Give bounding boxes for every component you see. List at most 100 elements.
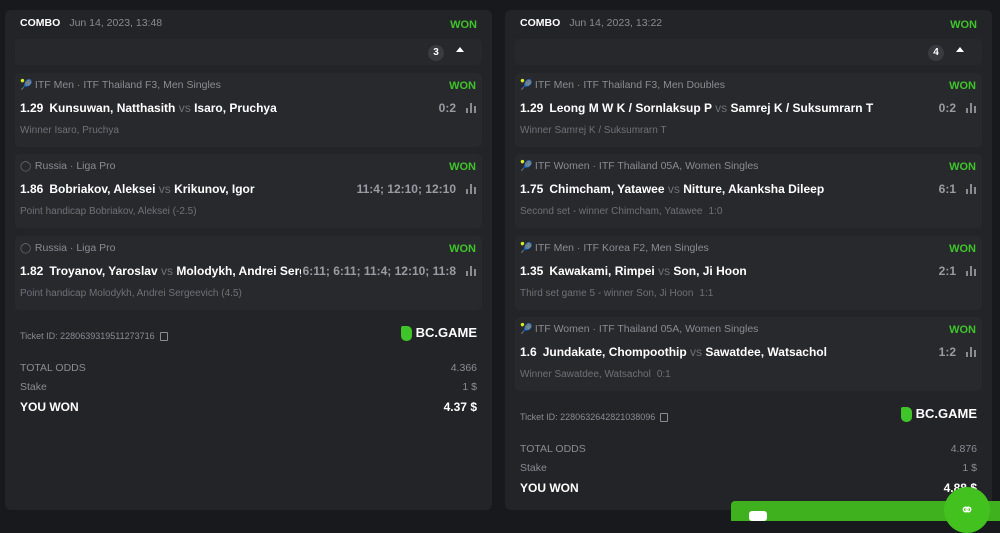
tennis-icon: 🎾 [20, 80, 33, 91]
bet-item[interactable]: 🎾 ITF Men · ITF Thailand F3, Men Doubles… [515, 73, 982, 147]
stats-icon[interactable] [966, 266, 976, 276]
status-badge: WON [950, 19, 977, 31]
caret-up-icon[interactable] [956, 47, 964, 52]
match-score: 1:2 [936, 345, 956, 359]
vs-label: vs [160, 264, 173, 278]
stats-icon[interactable] [966, 184, 976, 194]
bet-odds: 1.35 [520, 264, 544, 278]
league-name: Russia · Liga Pro [34, 242, 116, 254]
vs-label: vs [658, 264, 671, 278]
home-team: Chimcham, Yatawee [549, 182, 665, 196]
total-odds-label: TOTAL ODDS [520, 443, 586, 455]
bet-item[interactable]: 🎾 ITF Men · ITF Thailand F3, Men Singles… [15, 73, 482, 147]
bet-count-badge: 3 [428, 45, 444, 61]
stats-icon[interactable] [466, 266, 476, 276]
bet-item[interactable]: 🎾 ITF Women · ITF Thailand 05A, Women Si… [515, 154, 982, 228]
bet-status: WON [949, 243, 976, 255]
stats-icon[interactable] [966, 103, 976, 113]
home-team: Leong M W K / Sornlaksup P [549, 101, 712, 115]
home-team: Troyanov, Yaroslav [49, 264, 158, 278]
bet-item[interactable]: ◯ Russia · Liga Pro WON 1.82 Troyanov, Ya… [15, 236, 482, 310]
copy-icon[interactable] [660, 413, 669, 423]
market-selection: Winner Sawatdee, Watsachol [520, 369, 651, 380]
home-team: Kunsuwan, Natthasith [49, 101, 176, 115]
match-score: 0:2 [436, 101, 456, 115]
stake-row: Stake 1 $ [520, 462, 977, 474]
bc-logo-icon [900, 407, 912, 423]
market-selection: Point handicap Molodykh, Andrei Sergeevi… [20, 288, 242, 299]
tennis-icon: 🎾 [520, 80, 533, 91]
bet-item[interactable]: ◯ Russia · Liga Pro WON 1.86 Bobriakov, A… [15, 154, 482, 228]
match-row: 1.29 Leong M W K / Sornlaksup P vs Samrej… [520, 101, 976, 117]
bet-type: COMBO [520, 17, 561, 29]
bet-status: WON [449, 80, 476, 92]
stats-icon[interactable] [466, 184, 476, 194]
away-team: Samrej K / Suksumrarn T [730, 101, 874, 115]
stake-label: Stake [520, 462, 547, 474]
match-row: 1.29 Kunsuwan, Natthasith vs Isaro, Pruch… [20, 101, 476, 117]
market-selection: Winner Samrej K / Suksumrarn T [520, 125, 667, 136]
brand-logo: BC.GAME [400, 325, 477, 342]
bet-ticket-card: COMBO Jun 14, 2023, 13:22 WON 4 🎾 ITF Me… [505, 10, 992, 510]
bet-odds: 1.29 [20, 101, 44, 115]
league-name: ITF Men · ITF Korea F2, Men Singles [534, 242, 709, 254]
table-tennis-icon: ◯ [20, 161, 32, 172]
ticket-header: COMBO Jun 14, 2023, 13:48 WON [20, 17, 477, 31]
won-label: YOU WON [20, 400, 79, 414]
market-selection: Winner Isaro, Pruchya [20, 125, 119, 136]
market-selection: Third set game 5 - winner Son, Ji Hoon [520, 288, 694, 299]
bet-item[interactable]: 🎾 ITF Men · ITF Korea F2, Men Singles WO… [515, 236, 982, 310]
away-team: Son, Ji Hoon [673, 264, 747, 278]
bet-odds: 1.29 [520, 101, 544, 115]
tennis-icon: 🎾 [520, 161, 533, 172]
total-odds-label: TOTAL ODDS [20, 362, 86, 374]
vs-label: vs [178, 101, 191, 115]
away-team: Krikunov, Igor [174, 182, 255, 196]
ticket-id: Ticket ID: 2280632642821038096 [520, 412, 669, 423]
copy-icon[interactable] [159, 332, 168, 342]
bet-ticket-card: COMBO Jun 14, 2023, 13:48 WON 3 🎾 ITF Me… [5, 10, 492, 510]
bet-status: WON [449, 161, 476, 173]
table-tennis-icon: ◯ [20, 243, 32, 254]
ticket-header: COMBO Jun 14, 2023, 13:22 WON [520, 17, 977, 31]
market-score: 1:1 [699, 288, 714, 299]
vs-label: vs [158, 182, 171, 196]
match-score: 2:1 [936, 264, 956, 278]
bet-odds: 1.86 [20, 182, 44, 196]
match-row: 1.75 Chimcham, Yatawee vs Nitture, Akanks… [520, 182, 976, 198]
brand-name: BC.GAME [415, 325, 477, 340]
stake-value: 1 $ [962, 462, 977, 474]
bet-status: WON [949, 161, 976, 173]
bet-count-badge: 4 [928, 45, 944, 61]
vs-label: vs [667, 182, 680, 196]
bet-odds: 1.75 [520, 182, 544, 196]
vs-label: vs [715, 101, 728, 115]
away-team: Isaro, Pruchya [194, 101, 277, 115]
away-team: Nitture, Akanksha Dileep [683, 182, 825, 196]
support-headset-icon[interactable]: ⚭ [944, 487, 990, 533]
match-row: 1.35 Kawakami, Rimpei vs Son, Ji Hoon 2:1 [520, 264, 976, 280]
tennis-icon: 🎾 [520, 243, 533, 254]
league-name: ITF Men · ITF Thailand F3, Men Doubles [534, 79, 725, 91]
stats-icon[interactable] [466, 103, 476, 113]
market-selection: Point handicap Bobriakov, Aleksei (-2.5) [20, 206, 197, 217]
chat-bar[interactable] [731, 501, 1000, 521]
bet-odds: 1.6 [520, 345, 537, 359]
away-team: Sawatdee, Watsachol [705, 345, 827, 359]
match-score: 6:11; 6:11; 11:4; 12:10; 11:8 [300, 264, 456, 278]
collapse-toggle[interactable]: 3 [15, 39, 482, 65]
collapse-toggle[interactable]: 4 [515, 39, 982, 65]
match-row: 1.86 Bobriakov, Aleksei vs Krikunov, Igor… [20, 182, 476, 198]
brand-logo: BC.GAME [900, 406, 977, 423]
chat-icon [749, 511, 767, 521]
league-name: ITF Women · ITF Thailand 05A, Women Sing… [534, 323, 759, 335]
match-score: 6:1 [936, 182, 956, 196]
bet-item[interactable]: 🎾 ITF Women · ITF Thailand 05A, Women Si… [515, 317, 982, 391]
total-odds-row: TOTAL ODDS 4.876 [520, 443, 977, 455]
ticket-id: Ticket ID: 2280639319511273716 [20, 331, 168, 342]
match-row: 1.82 Troyanov, Yaroslav vs Molodykh, Andr… [20, 264, 476, 280]
bc-logo-icon [400, 326, 412, 342]
caret-up-icon[interactable] [456, 47, 464, 52]
stats-icon[interactable] [966, 347, 976, 357]
